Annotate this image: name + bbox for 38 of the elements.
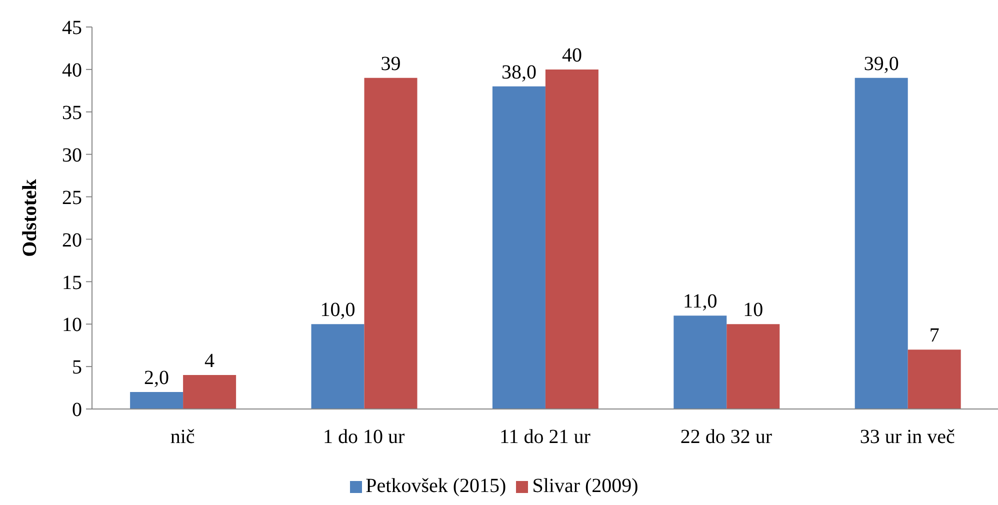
- data-label: 39,0: [864, 52, 899, 75]
- y-tick-label: 35: [62, 102, 82, 124]
- data-label: 39: [380, 52, 401, 75]
- x-tick-label: 11 do 21 ur: [500, 426, 591, 448]
- y-tick-label: 5: [72, 356, 82, 379]
- data-label: 2,0: [144, 367, 170, 390]
- data-label: 11,0: [683, 290, 718, 313]
- bar: [726, 324, 780, 409]
- x-tick-label: 22 do 32 ur: [680, 426, 772, 448]
- y-tick-label: 40: [62, 60, 82, 82]
- data-label: 4: [204, 350, 215, 372]
- bar: [130, 392, 184, 409]
- bar: [674, 316, 727, 409]
- y-tick-label: 30: [62, 144, 82, 166]
- bar: [364, 78, 418, 409]
- data-label: 40: [562, 44, 582, 66]
- data-label: 10,0: [320, 299, 356, 322]
- legend-label: Petkovšek (2015): [366, 475, 506, 497]
- x-tick-label: 33 ur in več: [860, 426, 955, 448]
- y-tick-label: 10: [62, 314, 82, 336]
- data-label: 10: [743, 299, 764, 322]
- y-axis-title: Odstotek: [19, 178, 41, 257]
- bar: [183, 375, 236, 409]
- data-label: 7: [929, 324, 940, 347]
- bar: [908, 350, 961, 409]
- x-tick-label: nič: [170, 426, 195, 448]
- y-tick-label: 25: [62, 186, 82, 209]
- data-label: 38,0: [501, 61, 536, 84]
- bar: [854, 78, 908, 409]
- y-tick-label: 45: [62, 17, 82, 40]
- y-tick-label: 0: [72, 399, 82, 422]
- legend-label: Slivar (2009): [532, 475, 638, 497]
- bar: [545, 69, 598, 409]
- bar: [311, 324, 364, 409]
- x-tick-label: 1 do 10 ur: [322, 426, 405, 448]
- y-tick-label: 20: [62, 229, 82, 252]
- y-tick-label: 15: [62, 272, 82, 294]
- bar: [492, 86, 546, 409]
